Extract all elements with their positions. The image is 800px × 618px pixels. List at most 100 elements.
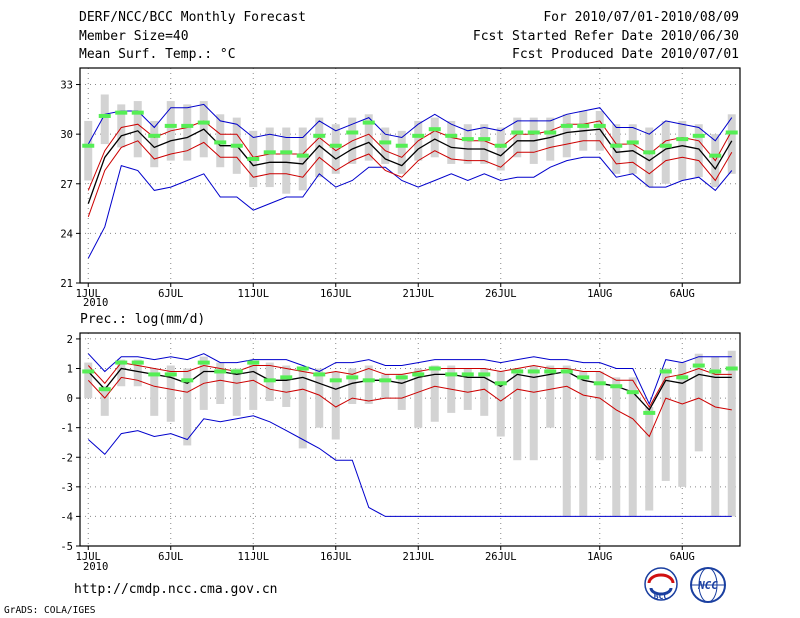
member-size-label: Member Size=40: [79, 29, 189, 44]
temp-marker-day-12: [263, 150, 276, 155]
precip-marker-day-9: [214, 369, 227, 374]
chart-title: DERF/NCC/BCC Monthly Forecast: [79, 10, 306, 25]
temp-line-upper: [87, 120, 733, 191]
precip-marker-day-1: [82, 369, 95, 374]
precip-marker-day-33: [610, 384, 623, 389]
temp-line-mean: [87, 128, 733, 204]
precip-marker-day-29: [544, 369, 557, 374]
temp-xtick-label: 11JUL: [237, 288, 269, 300]
temp-box-day-37: [678, 120, 687, 181]
precip-box-day-22: [430, 365, 439, 422]
temp-box-day-27: [513, 117, 522, 158]
temp-box-day-18: [364, 114, 373, 161]
temp-marker-day-4: [131, 110, 144, 115]
temp-box-day-20: [397, 130, 406, 174]
precip-xtick-label: 21JUL: [402, 551, 434, 563]
precip-year-label: 2010: [83, 561, 108, 573]
temp-box-day-19: [381, 127, 390, 164]
temp-line-min: [87, 156, 733, 259]
precip-marker-day-28: [527, 369, 540, 374]
temp-marker-day-23: [445, 133, 458, 138]
precip-marker-day-23: [445, 372, 458, 377]
precip-box-day-13: [282, 365, 291, 407]
temp-marker-day-40: [725, 130, 738, 135]
temp-box-day-12: [265, 127, 274, 188]
precip-marker-day-5: [148, 372, 161, 377]
precip-box-day-18: [364, 365, 373, 404]
temp-marker-day-16: [329, 143, 342, 148]
temp-xtick-label: 6JUL: [158, 288, 183, 300]
temp-box-day-38: [694, 124, 703, 178]
precip-box-day-30: [562, 365, 571, 517]
temp-xtick-label: 1JUL: [76, 288, 101, 300]
temp-box-day-13: [282, 127, 291, 194]
precip-marker-day-36: [659, 369, 672, 374]
precip-ytick-label: -4: [60, 511, 73, 523]
precip-marker-day-39: [709, 369, 722, 374]
temp-marker-day-24: [461, 137, 474, 142]
precip-marker-day-6: [164, 372, 177, 377]
variable-label: Mean Surf. Temp.: °C: [79, 47, 236, 62]
precip-marker-day-30: [560, 369, 573, 374]
grads-credit: GrADS: COLA/IGES: [4, 605, 96, 616]
temp-marker-day-21: [412, 133, 425, 138]
precip-xtick-label: 16JUL: [320, 551, 352, 563]
temp-xtick-label: 1AUG: [587, 288, 612, 300]
precip-ytick-label: -1: [60, 423, 73, 435]
temp-marker-day-28: [527, 130, 540, 135]
temp-xtick-label: 21JUL: [402, 288, 434, 300]
precip-xtick-label: 1JUL: [76, 551, 101, 563]
precip-ytick-label: 0: [67, 393, 73, 405]
precip-box-day-19: [381, 374, 390, 399]
temp-marker-day-13: [280, 150, 293, 155]
precip-marker-day-14: [296, 366, 309, 371]
precip-marker-day-11: [247, 360, 260, 365]
precip-box-day-32: [595, 371, 604, 461]
bcc-logo: BCC: [644, 567, 678, 601]
precip-box-day-25: [480, 368, 489, 416]
temp-box-day-22: [430, 117, 439, 158]
temp-box-day-15: [315, 117, 324, 178]
temp-marker-day-10: [230, 143, 243, 148]
temp-marker-day-5: [148, 133, 161, 138]
precip-box-day-37: [678, 362, 687, 487]
temp-marker-day-36: [659, 143, 672, 148]
temp-marker-day-27: [511, 130, 524, 135]
precip-marker-day-12: [263, 378, 276, 383]
precip-marker-day-22: [428, 366, 441, 371]
temp-box-day-5: [150, 120, 159, 168]
precip-ytick-label: 1: [67, 364, 73, 376]
precip-line-min: [87, 415, 732, 517]
temp-marker-day-17: [346, 130, 359, 135]
precip-line-mean: [87, 367, 732, 411]
precip-marker-day-15: [313, 372, 326, 377]
temp-ytick-label: 27: [60, 179, 73, 191]
temp-ytick-label: 24: [60, 228, 73, 240]
temp-marker-day-9: [214, 140, 227, 145]
temp-marker-day-15: [313, 133, 326, 138]
temperature-panel: 21 24 27 30 33 1JUL 6JUL 11JUL 16JUL 21JUL 26JUL 1A…: [60, 67, 741, 300]
precip-line-max: [87, 353, 732, 406]
forecast-period: For 2010/07/01-2010/08/09: [543, 10, 739, 25]
precip-box-day-27: [513, 368, 522, 461]
precip-box-day-7: [183, 368, 192, 446]
precip-box-day-11: [249, 362, 258, 410]
precip-marker-day-35: [643, 410, 656, 415]
source-url[interactable]: http://cmdp.ncc.cma.gov.cn: [74, 582, 278, 597]
temp-xtick-label: 16JUL: [320, 288, 352, 300]
precip-marker-day-26: [494, 381, 507, 386]
precip-frame: [79, 332, 741, 547]
precip-marker-day-17: [346, 375, 359, 380]
temp-box-day-16: [331, 124, 340, 174]
precip-box-day-6: [166, 365, 175, 422]
precip-xtick-label: 11JUL: [237, 551, 269, 563]
temp-box-day-35: [645, 127, 654, 188]
precip-xtick-label: 26JUL: [485, 551, 517, 563]
temp-marker-day-39: [709, 153, 722, 158]
precip-marker-day-2: [98, 387, 111, 392]
precip-marker-day-4: [131, 360, 144, 365]
precip-box-day-10: [232, 368, 241, 416]
precip-box-day-4: [133, 359, 142, 387]
temp-marker-day-8: [197, 120, 210, 125]
